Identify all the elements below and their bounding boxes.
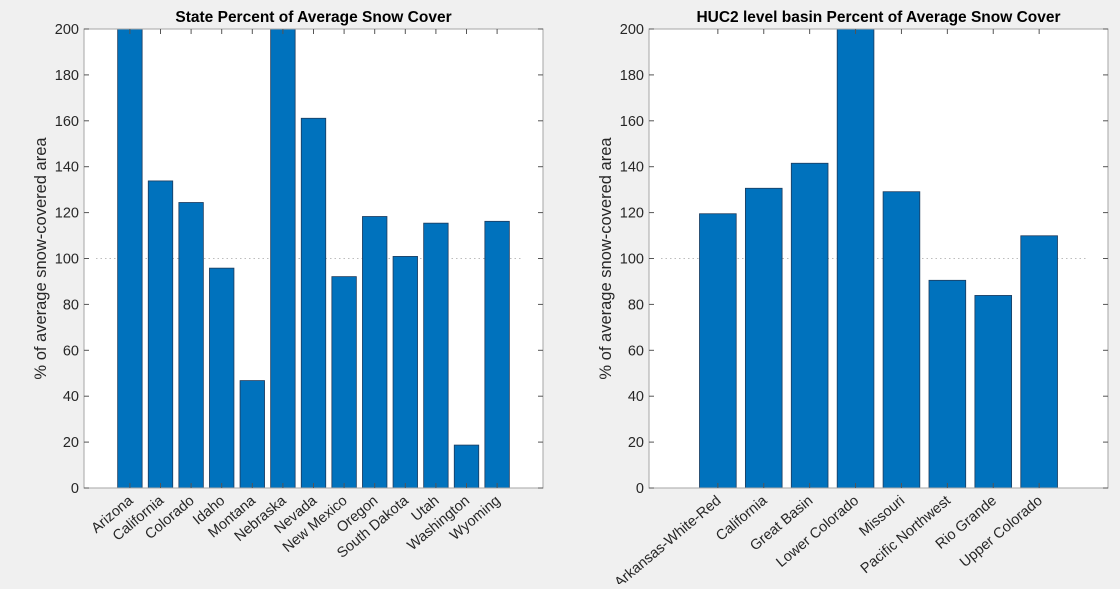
bar-pacific-northwest	[928, 279, 967, 489]
y-tick-label: 180	[55, 68, 79, 84]
y-tick-label: 60	[628, 343, 644, 359]
y-tick-label: 120	[620, 206, 644, 222]
bar-lower-colorado	[836, 28, 875, 489]
y-tick-label: 20	[628, 435, 644, 451]
bar-great-basin	[790, 162, 829, 489]
y-tick-label: 0	[636, 481, 644, 497]
y-tick-label: 80	[628, 297, 644, 313]
bar-oregon	[362, 216, 388, 489]
bar-california	[744, 187, 783, 489]
y-tick-label: 140	[55, 160, 79, 176]
y-tick-label: 120	[55, 206, 79, 222]
bar-washington	[453, 444, 480, 489]
bar-rio-grande	[974, 295, 1013, 489]
x-tick-label: Arkansas-White-Red	[612, 493, 725, 584]
bar-idaho	[209, 267, 235, 489]
chart-title: State Percent of Average Snow Cover	[175, 9, 451, 26]
chart-title: HUC2 level basin Percent of Average Snow…	[696, 9, 1060, 26]
y-tick-label: 60	[63, 343, 79, 359]
chart-1: 020406080100120140160180200ArizonaCalifo…	[32, 9, 544, 562]
y-axis-label: % of average snow-covered area	[597, 137, 615, 380]
y-tick-label: 200	[55, 22, 79, 38]
bar-montana	[239, 380, 265, 489]
bar-utah	[423, 222, 449, 489]
y-tick-label: 100	[55, 252, 79, 268]
bar-new-mexico	[331, 276, 357, 489]
bar-missouri	[882, 191, 921, 489]
y-axis-label: % of average snow-covered area	[32, 137, 50, 380]
bar-south-dakota	[392, 256, 418, 489]
x-tick-label: Lower Colorado	[773, 493, 862, 571]
y-tick-label: 80	[63, 297, 79, 313]
chart-2: 0 20 40 60 80 100 120 140 160 180 200 Arkansas-Whit…	[597, 9, 1109, 589]
y-tick-label: 180	[620, 68, 644, 84]
bar-arkansas-white-red	[699, 213, 737, 489]
bar-arizona	[117, 28, 143, 489]
y-tick-label: 20	[63, 435, 79, 451]
bar-colorado	[178, 202, 204, 489]
bar-california	[147, 180, 174, 489]
y-tick-label: 40	[63, 389, 79, 405]
y-tick-label: 140	[620, 160, 644, 176]
bar-upper-colorado	[1020, 235, 1058, 489]
y-tick-label: 100	[620, 252, 644, 268]
x-tick-label: Upper Colorado	[957, 493, 1046, 571]
bar-nebraska	[270, 28, 296, 489]
y-tick-label: 200	[620, 22, 644, 38]
y-tick-label: 40	[628, 389, 644, 405]
bar-nevada	[300, 117, 327, 489]
y-tick-label: 160	[620, 114, 644, 130]
bar-wyoming	[484, 220, 510, 489]
y-tick-label: 0	[71, 481, 79, 497]
y-tick-label: 160	[55, 114, 79, 130]
